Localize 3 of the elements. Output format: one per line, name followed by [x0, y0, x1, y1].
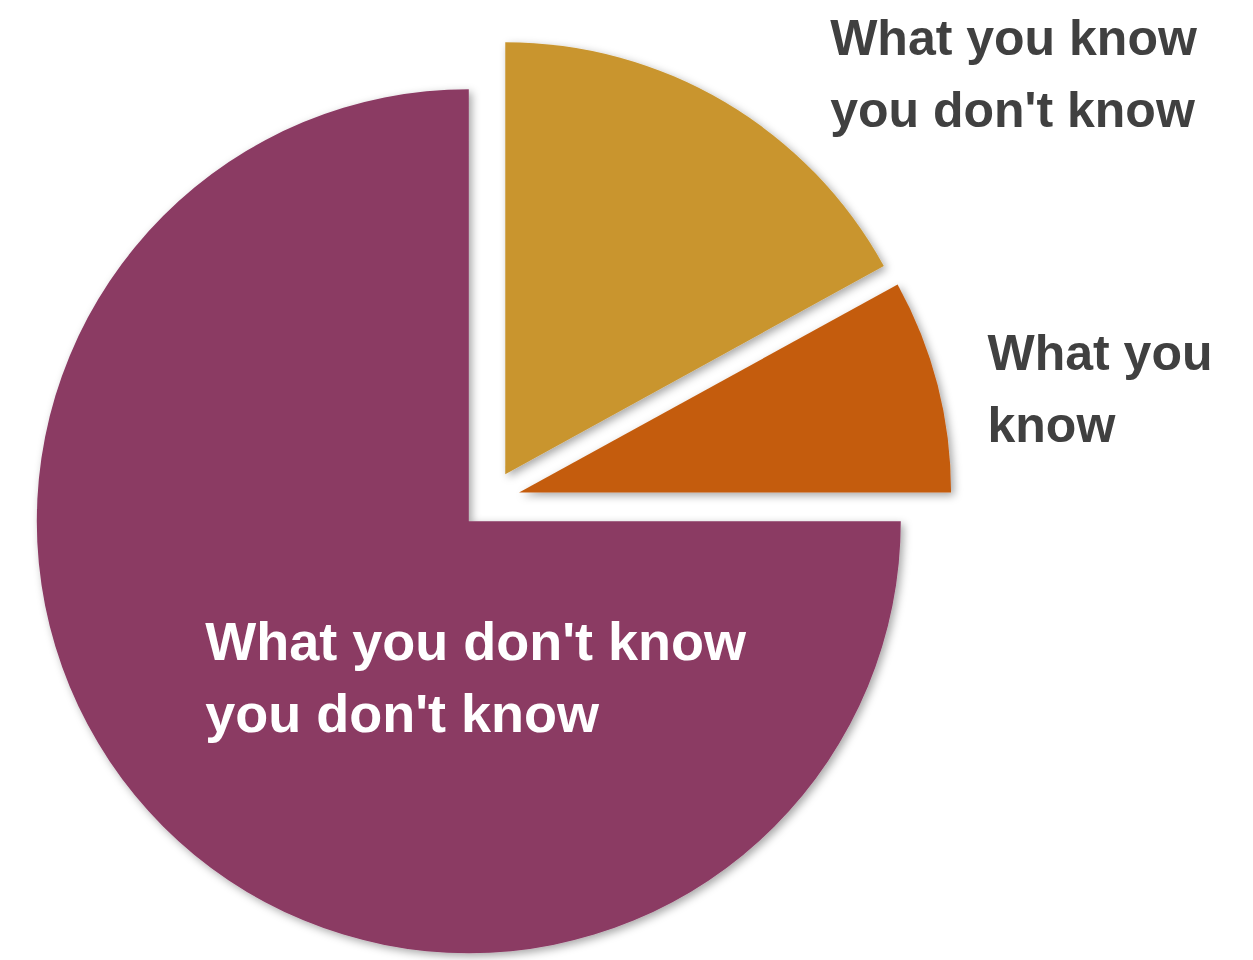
slice-label: What you know you don't know [830, 10, 1197, 139]
slice-label: What you don't know you don't know [205, 610, 748, 743]
slice-label: What you know [987, 325, 1213, 454]
